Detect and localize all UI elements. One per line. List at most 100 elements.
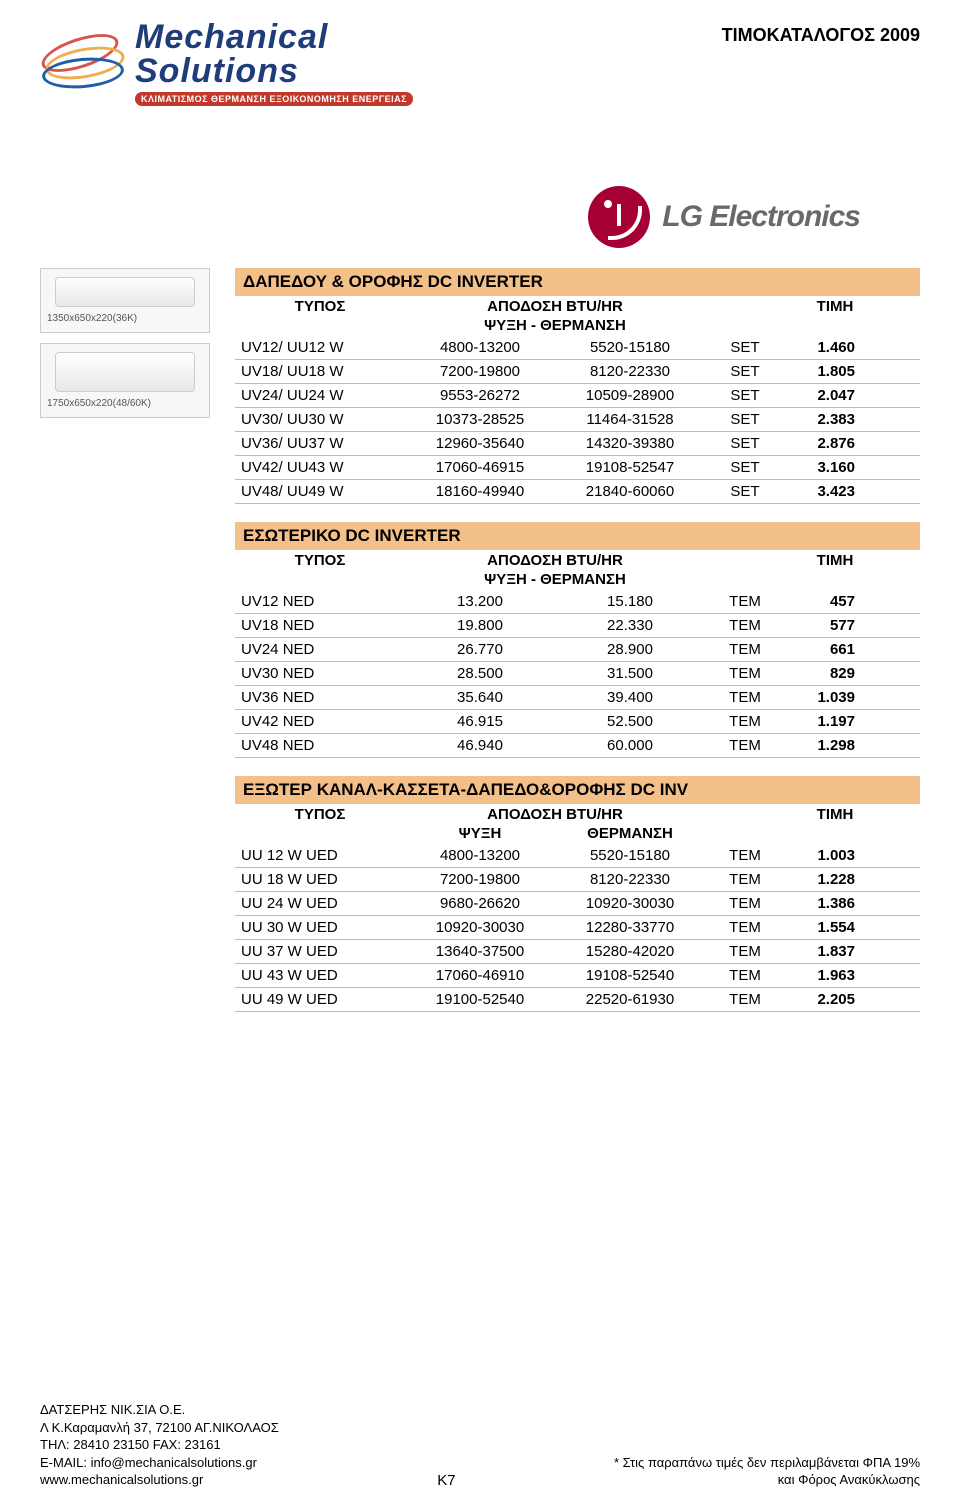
- cell-unit: SET: [705, 435, 785, 452]
- cell-price: 1.197: [785, 713, 885, 730]
- cell-price: 1.386: [785, 895, 885, 912]
- cell-price: 2.205: [785, 991, 885, 1008]
- lg-logo: LG Electronics: [40, 186, 860, 248]
- col-timi: ΤΙΜΗ: [785, 806, 885, 823]
- cell-unit: TEM: [705, 895, 785, 912]
- table-row: UU 49 W UED19100-5254022520-61930TEM2.20…: [235, 988, 920, 1012]
- logo-tagline: ΚΛΙΜΑΤΙΣΜΟΣ ΘΕΡΜΑΝΣΗ ΕΞΟΙΚΟΝΟΜΗΣΗ ΕΝΕΡΓΕ…: [135, 92, 413, 106]
- footer-tel: ΤΗΛ: 28410 23150 FAX: 23161: [40, 1436, 279, 1454]
- cell-cool: 46.915: [405, 713, 555, 730]
- cell-cool: 46.940: [405, 737, 555, 754]
- cell-heat: 22.330: [555, 617, 705, 634]
- cell-cool: 35.640: [405, 689, 555, 706]
- table-row: UU 30 W UED10920-3003012280-33770TEM1.55…: [235, 916, 920, 940]
- cell-price: 1.003: [785, 847, 885, 864]
- table-header: ΤΥΠΟΣΑΠΟΔΟΣΗ BTU/HRΤΙΜΗ: [235, 296, 920, 317]
- table-row: UV36 NED35.64039.400TEM1.039: [235, 686, 920, 710]
- footer-email: E-MAIL: info@mechanicalsolutions.gr: [40, 1454, 279, 1472]
- cell-unit: TEM: [705, 919, 785, 936]
- cell-heat: 60.000: [555, 737, 705, 754]
- table-row: UV12/ UU12 W4800-132005520-15180SET1.460: [235, 336, 920, 360]
- table-row: UV30/ UU30 W10373-2852511464-31528SET2.3…: [235, 408, 920, 432]
- product-image-2: 1750x650x220(48/60K): [40, 343, 210, 418]
- cell-model: UU 12 W UED: [235, 847, 405, 864]
- cell-model: UV12/ UU12 W: [235, 339, 405, 356]
- cell-unit: SET: [705, 387, 785, 404]
- cell-heat: 11464-31528: [555, 411, 705, 428]
- cell-model: UV24/ UU24 W: [235, 387, 405, 404]
- cell-heat: 31.500: [555, 665, 705, 682]
- cell-unit: TEM: [705, 617, 785, 634]
- section-title: ΕΣΩΤΕΡΙΚΟ DC INVERTER: [235, 522, 920, 550]
- footer-company: ΔΑΤΣΕΡΗΣ ΝΙΚ.ΣΙΑ Ο.Ε.: [40, 1401, 279, 1419]
- table-row: UU 24 W UED9680-2662010920-30030TEM1.386: [235, 892, 920, 916]
- col-apodosi: ΑΠΟΔΟΣΗ BTU/HR: [405, 298, 705, 315]
- footer-address: Λ Κ.Καραμανλή 37, 72100 ΑΓ.ΝΙΚΟΛΑΟΣ: [40, 1419, 279, 1437]
- cell-heat: 28.900: [555, 641, 705, 658]
- cell-price: 1.298: [785, 737, 885, 754]
- cell-model: UV18 NED: [235, 617, 405, 634]
- cell-model: UU 37 W UED: [235, 943, 405, 960]
- cell-model: UU 24 W UED: [235, 895, 405, 912]
- table-row: UV48 NED46.94060.000TEM1.298: [235, 734, 920, 758]
- cell-model: UV36/ UU37 W: [235, 435, 405, 452]
- cell-price: 1.039: [785, 689, 885, 706]
- cell-model: UV48/ UU49 W: [235, 483, 405, 500]
- cell-cool: 7200-19800: [405, 871, 555, 888]
- section-title: ΕΞΩΤΕΡ ΚΑΝΑΛ-ΚΑΣΣΕΤΑ-ΔΑΠΕΔΟ&ΟΡΟΦΗΣ DC IN…: [235, 776, 920, 804]
- cell-unit: TEM: [705, 943, 785, 960]
- psyxi-label: ΨΥΞΗ: [405, 825, 555, 842]
- cell-heat: 15280-42020: [555, 943, 705, 960]
- cell-cool: 10920-30030: [405, 919, 555, 936]
- col-typos: ΤΥΠΟΣ: [235, 298, 405, 315]
- cell-heat: 14320-39380: [555, 435, 705, 452]
- cell-heat: 5520-15180: [555, 847, 705, 864]
- cell-cool: 13640-37500: [405, 943, 555, 960]
- cell-heat: 39.400: [555, 689, 705, 706]
- cell-price: 3.423: [785, 483, 885, 500]
- cell-price: 1.228: [785, 871, 885, 888]
- footer-note-1: * Στις παραπάνω τιμές δεν περιλαμβάνεται…: [614, 1454, 920, 1472]
- cell-unit: TEM: [705, 713, 785, 730]
- cell-model: UV36 NED: [235, 689, 405, 706]
- table-header: ΤΥΠΟΣΑΠΟΔΟΣΗ BTU/HRΤΙΜΗ: [235, 550, 920, 571]
- cell-price: 3.160: [785, 459, 885, 476]
- cell-model: UV42/ UU43 W: [235, 459, 405, 476]
- cell-heat: 5520-15180: [555, 339, 705, 356]
- product-caption-1: 1350x650x220(36K): [47, 313, 203, 324]
- cell-heat: 15.180: [555, 593, 705, 610]
- psyxi-thermansi-label: ΨΥΞΗ - ΘΕΡΜΑΝΣΗ: [405, 317, 705, 334]
- cell-unit: TEM: [705, 593, 785, 610]
- table-row: UV18 NED19.80022.330TEM577: [235, 614, 920, 638]
- page-number: K7: [437, 1472, 455, 1489]
- cell-cool: 12960-35640: [405, 435, 555, 452]
- catalog-title: ΤΙΜΟΚΑΤΑΛΟΓΟΣ 2009: [722, 25, 920, 46]
- cell-cool: 9680-26620: [405, 895, 555, 912]
- cell-unit: TEM: [705, 847, 785, 864]
- cell-model: UV30/ UU30 W: [235, 411, 405, 428]
- cell-price: 2.876: [785, 435, 885, 452]
- cell-cool: 17060-46915: [405, 459, 555, 476]
- cell-cool: 17060-46910: [405, 967, 555, 984]
- cell-price: 661: [785, 641, 885, 658]
- cell-unit: TEM: [705, 689, 785, 706]
- cell-cool: 19.800: [405, 617, 555, 634]
- cell-cool: 4800-13200: [405, 847, 555, 864]
- cell-heat: 22520-61930: [555, 991, 705, 1008]
- cell-model: UV12 NED: [235, 593, 405, 610]
- table-row: UU 37 W UED13640-3750015280-42020TEM1.83…: [235, 940, 920, 964]
- cell-model: UU 43 W UED: [235, 967, 405, 984]
- cell-price: 1.460: [785, 339, 885, 356]
- section-title: ΔΑΠΕΔΟΥ & ΟΡΟΦΗΣ DC INVERTER: [235, 268, 920, 296]
- cell-unit: SET: [705, 459, 785, 476]
- cell-cool: 28.500: [405, 665, 555, 682]
- cell-unit: SET: [705, 363, 785, 380]
- cell-heat: 19108-52540: [555, 967, 705, 984]
- table-row: UV36/ UU37 W12960-3564014320-39380SET2.8…: [235, 432, 920, 456]
- footer-web: www.mechanicalsolutions.gr: [40, 1471, 279, 1489]
- cell-price: 1.837: [785, 943, 885, 960]
- product-image-1: 1350x650x220(36K): [40, 268, 210, 333]
- cell-cool: 26.770: [405, 641, 555, 658]
- page-footer: ΔΑΤΣΕΡΗΣ ΝΙΚ.ΣΙΑ Ο.Ε. Λ Κ.Καραμανλή 37, …: [40, 1401, 920, 1489]
- cell-price: 2.047: [785, 387, 885, 404]
